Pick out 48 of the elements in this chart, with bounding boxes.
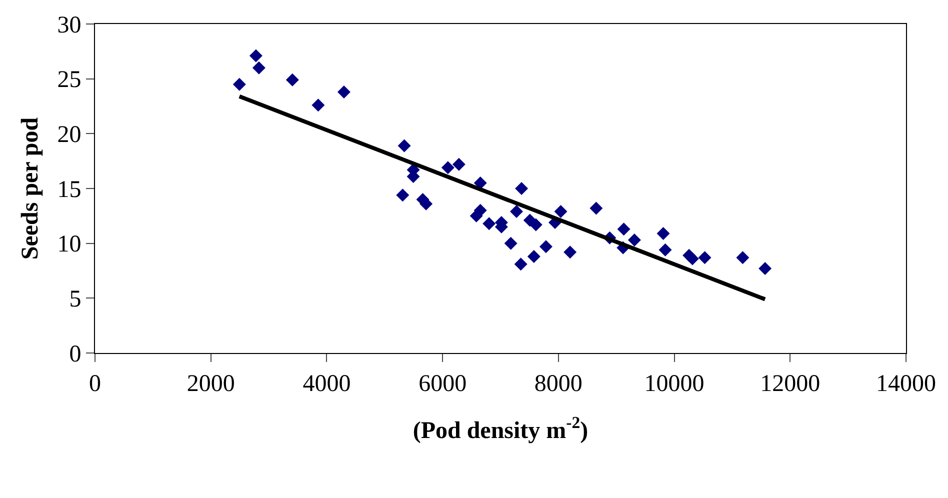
point [396, 188, 410, 202]
point [514, 258, 528, 271]
point [758, 262, 772, 276]
point [564, 246, 577, 259]
y-tick-label: 0 [69, 341, 82, 368]
y-tick-label: 5 [69, 286, 82, 313]
point [470, 209, 483, 222]
point [656, 226, 670, 240]
x-tick-label: 6000 [418, 370, 467, 397]
point [252, 61, 266, 74]
y-tick-label: 15 [57, 176, 82, 203]
x-tick-label: 12000 [760, 370, 820, 397]
point [312, 98, 325, 112]
point [617, 222, 630, 236]
point [529, 218, 542, 232]
y-tick-label: 30 [57, 12, 82, 38]
point [590, 202, 603, 215]
point [452, 158, 466, 171]
point [441, 161, 454, 174]
point [515, 182, 528, 195]
point [474, 176, 487, 190]
point [510, 205, 523, 218]
x-tick-label: 10000 [644, 370, 704, 397]
point [658, 243, 672, 256]
point [337, 85, 350, 98]
point [398, 139, 411, 152]
y-axis-title: Seeds per pod [17, 116, 44, 260]
point [539, 240, 552, 254]
point [232, 78, 246, 91]
x-tick-label: 0 [89, 370, 101, 397]
point [504, 236, 518, 250]
point [736, 251, 750, 264]
y-tick-label: 20 [57, 122, 82, 148]
point [482, 217, 496, 230]
x-tick-label: 2000 [186, 370, 235, 397]
point [628, 234, 641, 247]
x-tick-label: 14000 [876, 370, 936, 397]
x-tick-label: 4000 [302, 370, 351, 397]
y-tick-label: 25 [57, 67, 82, 94]
point [686, 252, 699, 266]
y-tick-label: 10 [57, 232, 82, 258]
point [554, 205, 568, 218]
point [527, 250, 540, 263]
point [249, 49, 262, 62]
point [286, 73, 299, 86]
point [698, 251, 712, 264]
x-axis-title: (Pod density m$^{-2}$) [412, 413, 588, 444]
x-tick-label: 8000 [534, 370, 582, 397]
